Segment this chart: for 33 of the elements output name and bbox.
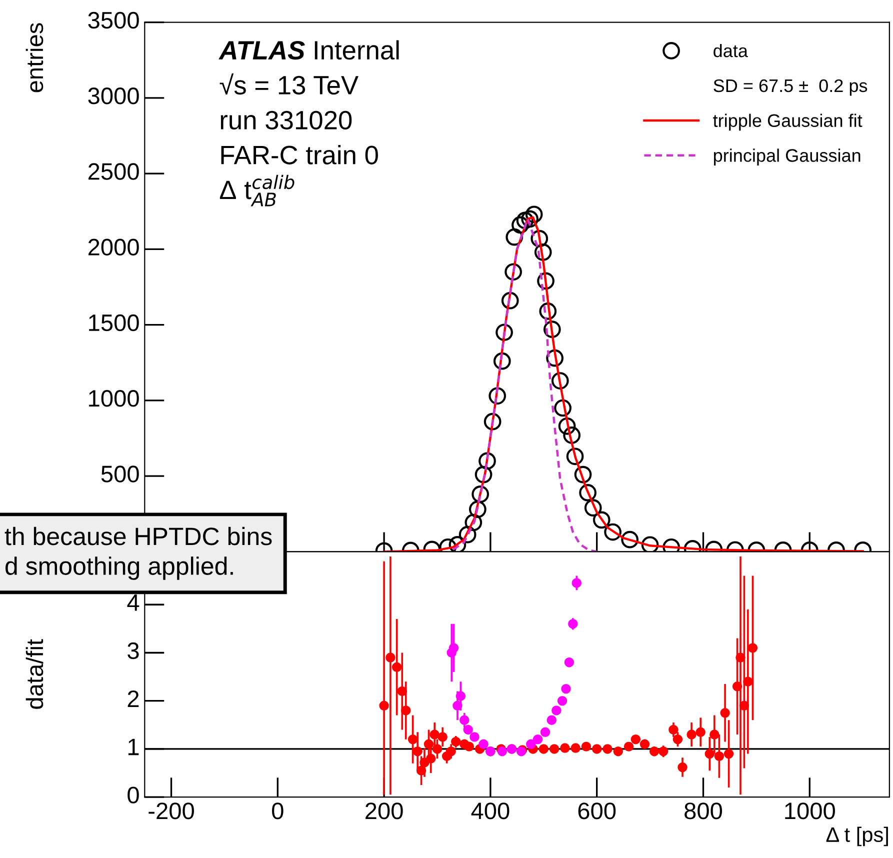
y-tick-label: 500 [101,466,139,482]
y-tick-label: 2 [128,690,139,707]
y-tick-label: 1000 [89,390,139,407]
y-tick-label: 2500 [88,163,139,180]
annotation: √s = 13 TeV [220,73,358,95]
y-tick-label: 3500 [88,12,139,29]
y-tick-label: 3000 [88,88,139,104]
x-tick-label: -200 [148,802,194,820]
x-tick-label: 1000 [785,802,835,820]
annotation: ATLAS [218,40,305,60]
legend-label: principal Gaussian [714,148,860,166]
annotation: SD = 67.5 ± 0.2 ps [714,79,868,96]
y-tick-label: 0 [128,786,139,804]
y-tick-label: 1500 [89,314,139,332]
y-axis-title: data/fit [26,639,44,709]
x-axis-title: Δ t [ps] [826,826,888,846]
x-tick-label: 400 [471,802,510,820]
y-tick-label: 1 [128,738,139,756]
annotation: Internal [314,40,399,60]
x-tick-label: 600 [578,802,616,820]
y-axis-title: entries [26,23,44,92]
annotation: FAR-C train 0 [221,145,378,164]
x-tick-label: 800 [684,802,722,820]
annotation: th because HPTDC bins d smoothing applied. [4,526,272,580]
y-tick-label: 2000 [88,238,139,256]
annotation: Δ t$^{calib}$$_{AB}$ [220,174,294,206]
x-tick-label: 0 [272,802,284,820]
legend-label: tripple Gaussian fit [713,114,862,131]
y-tick-label: 3 [128,642,139,660]
x-tick-label: 200 [366,802,403,820]
annotation: run 331020 [220,110,352,130]
y-tick-label: 4 [127,594,140,611]
legend-label: data [714,44,748,58]
